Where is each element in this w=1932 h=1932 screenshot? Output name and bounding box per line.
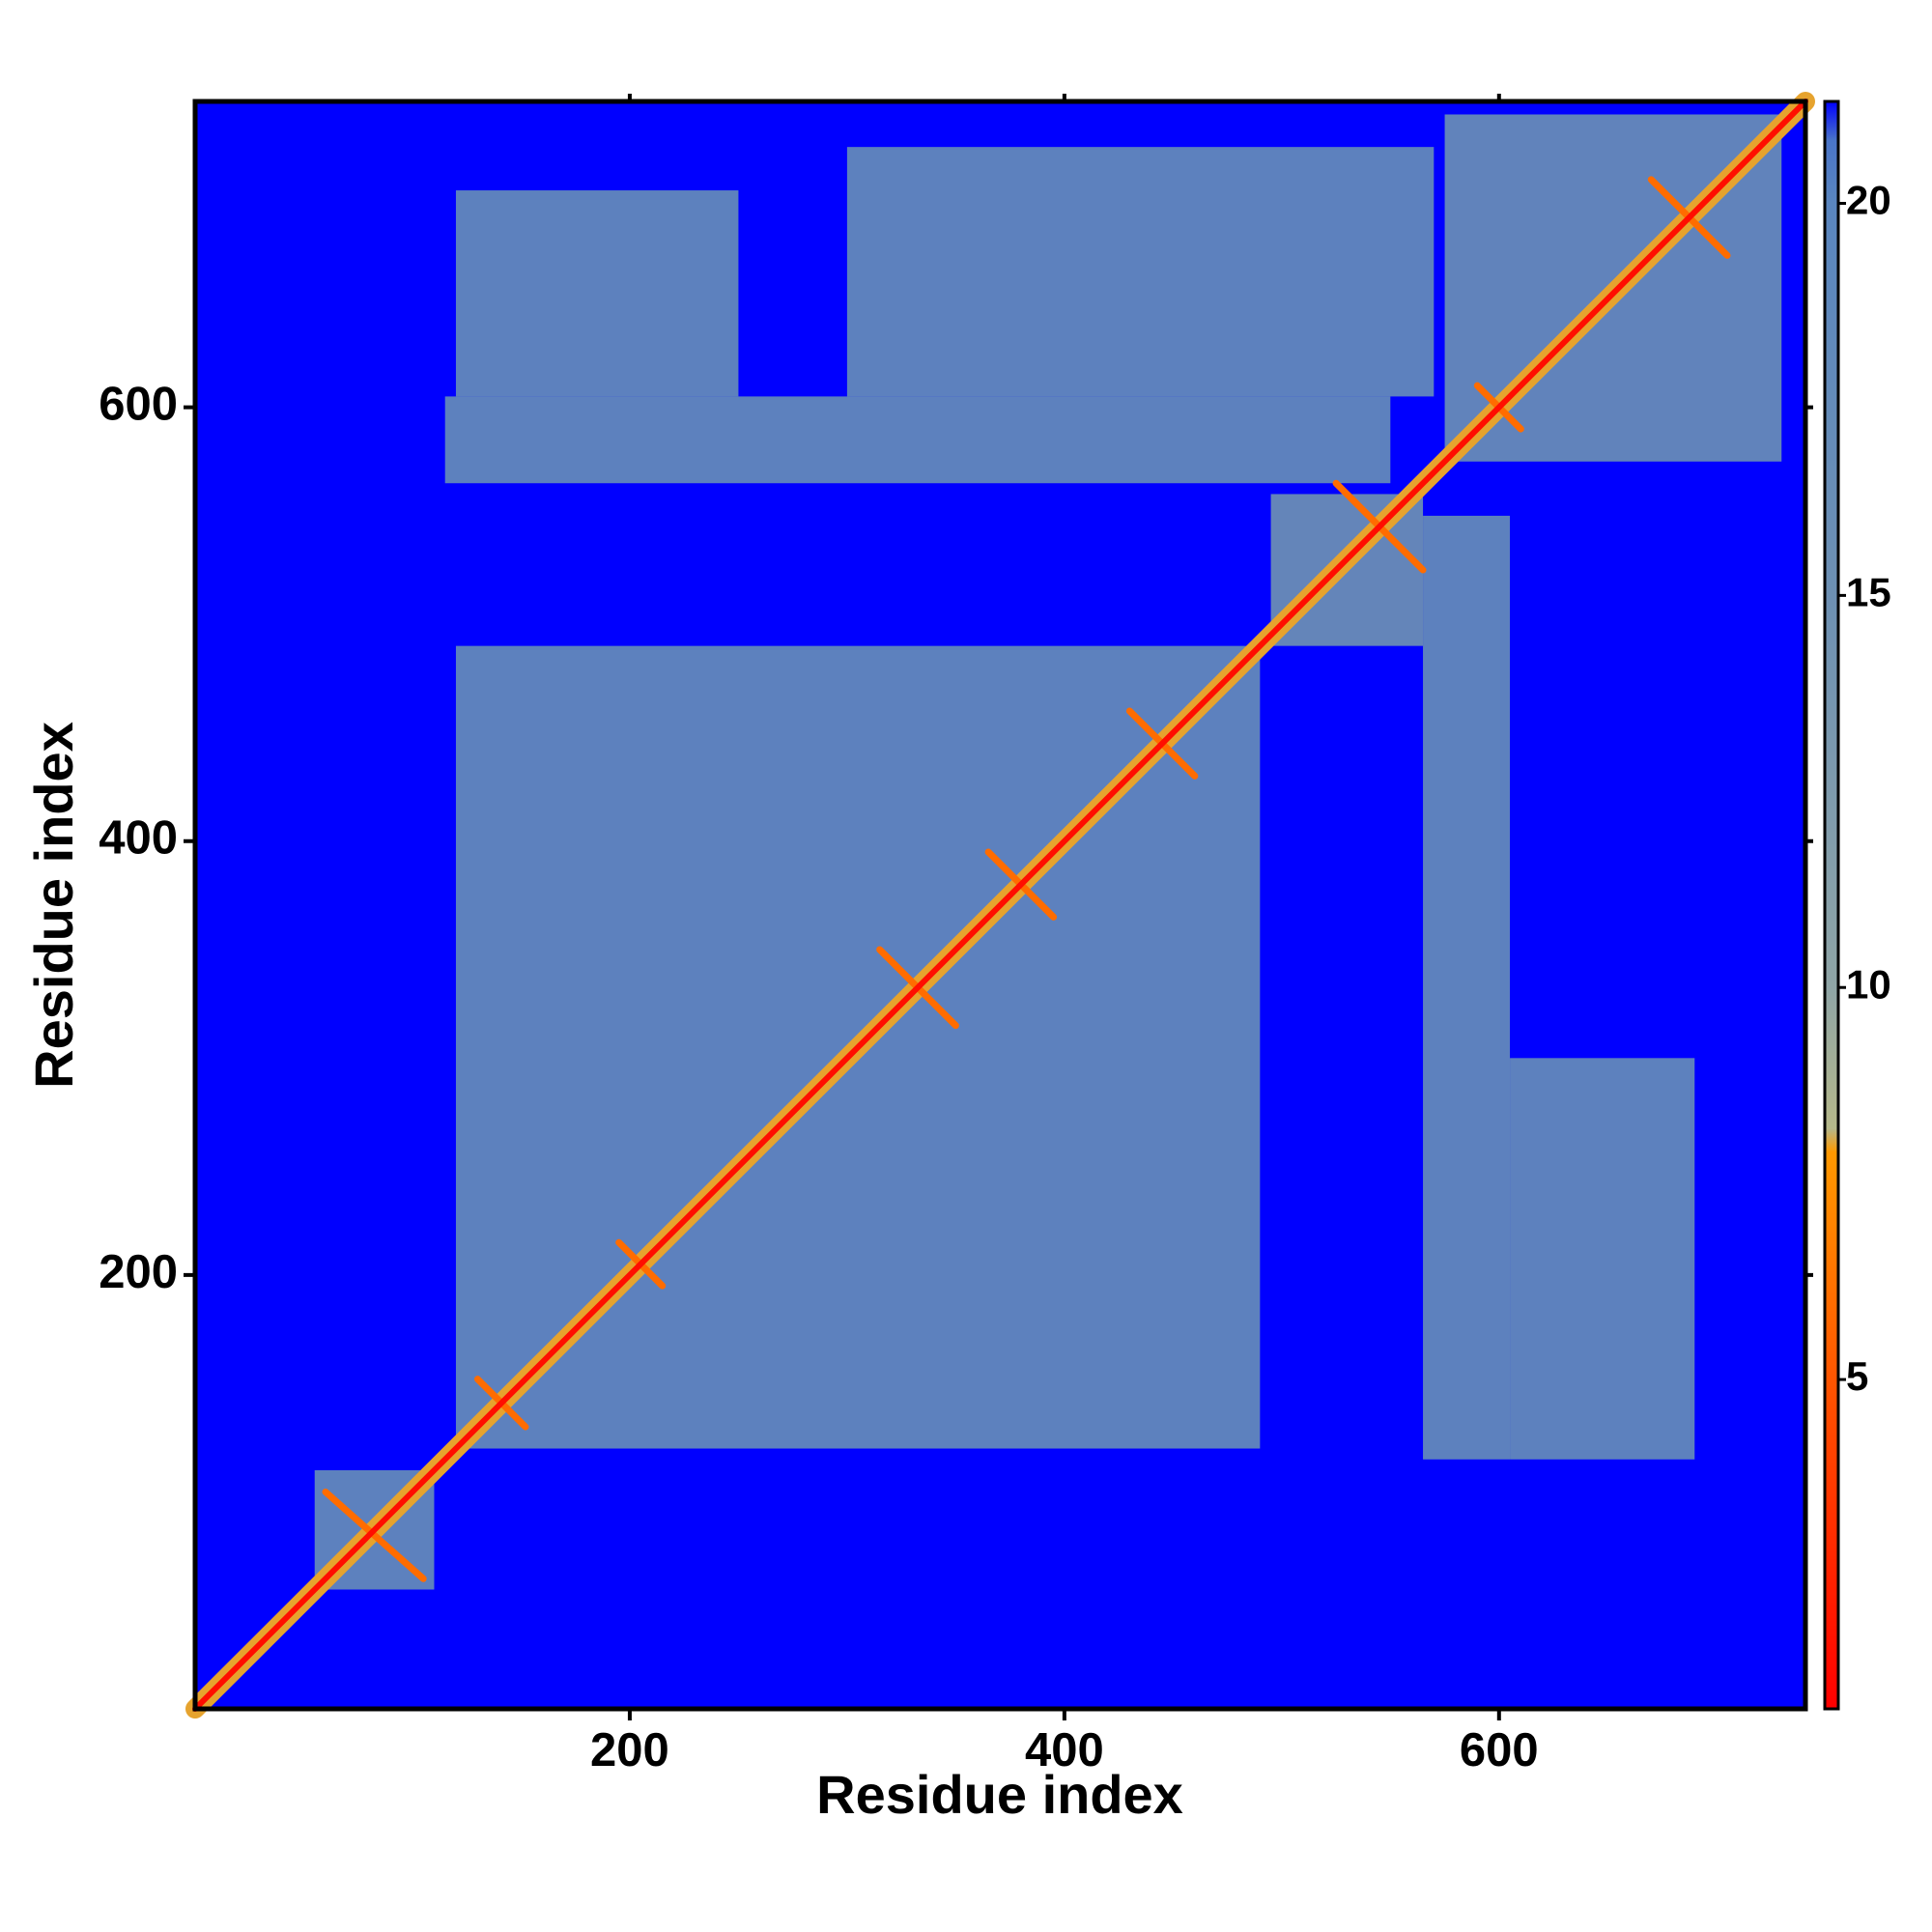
contact-line <box>322 1488 427 1582</box>
heatmap-region <box>1281 797 1412 885</box>
heatmap-region <box>1423 515 1511 1460</box>
colorbar-tick-label: 10 <box>1846 961 1891 1007</box>
x-axis-title: Residue index <box>816 1764 1183 1825</box>
colorbar-tick-label: 5 <box>1846 1353 1868 1399</box>
colorbar-tick-label: 20 <box>1846 178 1891 223</box>
plot-area <box>185 92 1815 1719</box>
contact-line <box>192 99 1808 1712</box>
y-axis-title: Residue index <box>23 722 84 1089</box>
heatmap-region <box>1510 1058 1695 1460</box>
x-tick-label: 600 <box>1460 1724 1539 1776</box>
colorbar-tick-label: 15 <box>1846 569 1891 614</box>
plot-frame <box>192 99 1808 1712</box>
y-tick-label: 200 <box>99 1246 178 1298</box>
y-tick-label: 400 <box>99 812 178 865</box>
heatmap-region <box>1020 494 1108 625</box>
y-tick-label: 600 <box>99 379 178 431</box>
colorbar <box>1823 99 1840 1711</box>
x-tick-label: 400 <box>1025 1724 1104 1776</box>
heatmap-region <box>846 147 1435 397</box>
heatmap-region <box>455 190 739 397</box>
heatmap-region <box>444 396 1391 484</box>
x-tick-label: 200 <box>590 1724 669 1776</box>
